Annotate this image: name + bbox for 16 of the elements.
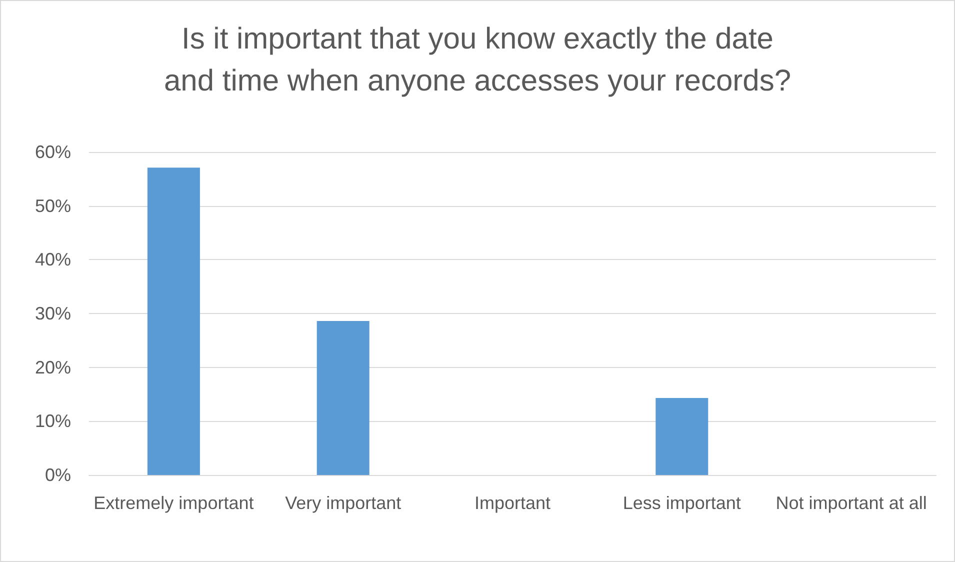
y-tick-label: 40% [34, 250, 71, 270]
bar [316, 321, 370, 475]
x-tick-label: Very important [285, 493, 402, 513]
y-tick-label: 30% [34, 304, 71, 324]
chart-title: Is it important that you know exactly the date and time when anyone accesses your records? [164, 22, 792, 98]
x-tick-label: Important [474, 493, 551, 513]
bar [147, 168, 200, 475]
bar [656, 398, 708, 475]
y-tick-label: 50% [34, 196, 71, 216]
x-tick-label: Less important [622, 493, 741, 513]
y-tick-label: 60% [34, 142, 71, 162]
x-tick-label: Extremely important [94, 493, 254, 513]
y-tick-label: 20% [34, 357, 71, 378]
y-tick-label: 0% [44, 465, 71, 485]
y-tick-label: 10% [34, 411, 71, 432]
x-tick-label: Not important at all [776, 493, 927, 513]
